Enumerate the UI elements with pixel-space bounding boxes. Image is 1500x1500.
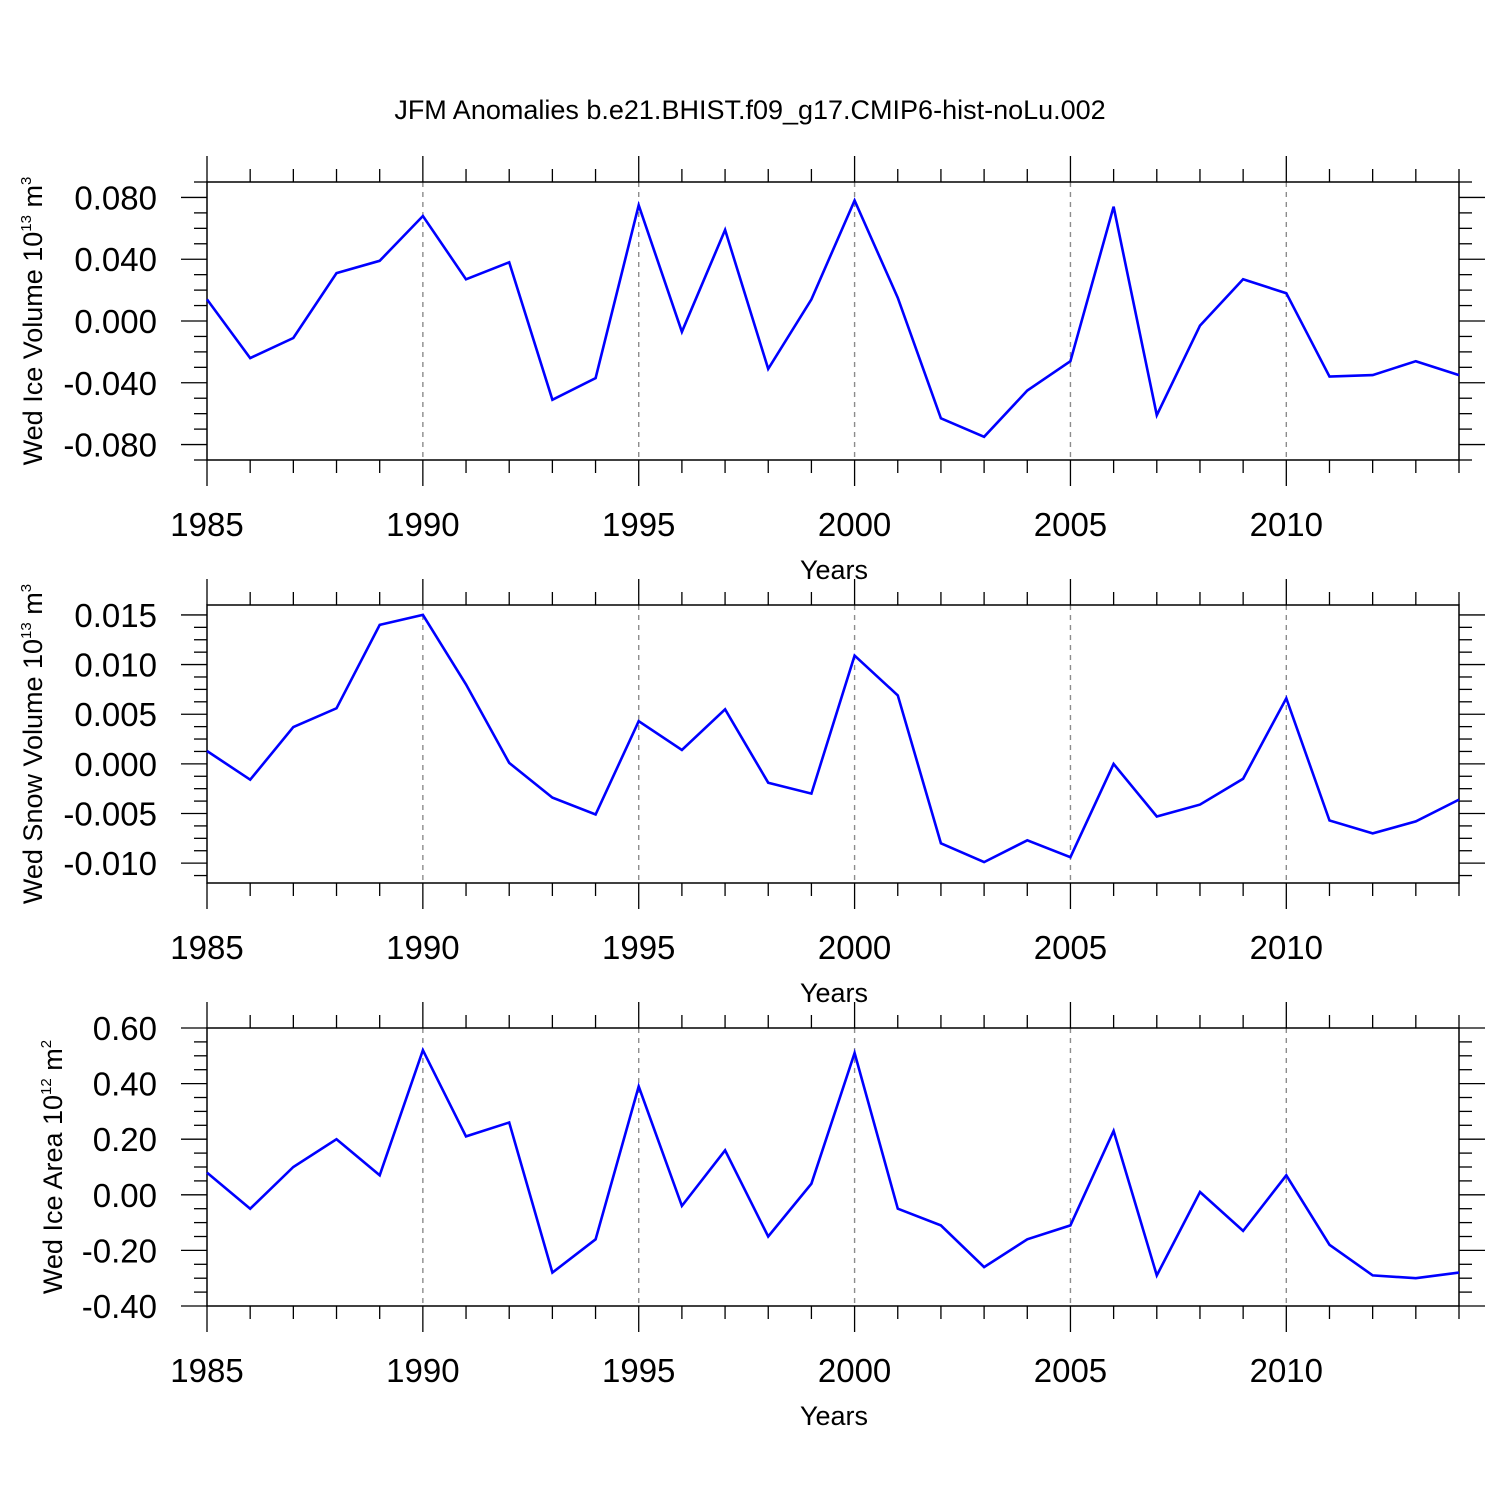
panel-3-xtick-label-1995: 1995	[602, 1352, 675, 1389]
panel-1-ylabel-part-0: Wed Ice Volume 10	[18, 232, 48, 466]
panel-1-ytick-label-0.040: 0.040	[74, 241, 157, 278]
panel-1-xtick-label-1995: 1995	[602, 506, 675, 543]
panel-2-ylabel-part-3: 3	[18, 584, 35, 592]
panel-3-ylabel-part-0: Wed Ice Area 10	[38, 1095, 68, 1294]
panel-3-xtick-label-2005: 2005	[1034, 1352, 1107, 1389]
panel-3-ylabel: Wed Ice Area 1012 m2	[38, 1040, 68, 1294]
panel-1-ytick-label-0.000: 0.000	[74, 303, 157, 340]
panel-1-xtick-label-2010: 2010	[1250, 506, 1323, 543]
panel-1-ytick-label--0.080: -0.080	[63, 427, 157, 464]
panel-2-xlabel: Years	[800, 978, 868, 1008]
panel-1-series-line	[205, 197, 1460, 439]
panel-2-ylabel-part-0: Wed Snow Volume 10	[18, 639, 48, 904]
panel-2-series-line	[206, 613, 1460, 864]
panel-2: 1985 1990 1995 2000 2005 2010 -0.010 -0.005 0.00…	[18, 579, 1485, 1008]
panel-3-ylabel-part-1: 12	[38, 1078, 55, 1095]
panel-2-ytick-label-0.005: 0.005	[74, 696, 157, 733]
panel-2-xtick-label-1995: 1995	[602, 929, 675, 966]
panel-1-ytick-label--0.040: -0.040	[63, 365, 157, 402]
figure-title: JFM Anomalies b.e21.BHIST.f09_g17.CMIP6-…	[394, 95, 1105, 125]
panel-2-frame	[206, 604, 1460, 884]
panel-3-ylabel-part-2: m	[38, 1048, 68, 1078]
panel-2-xtick-label-2000: 2000	[818, 929, 891, 966]
panel-2-ylabel: Wed Snow Volume 1013 m3	[18, 584, 48, 904]
panel-3-ytick-label-0.20: 0.20	[93, 1121, 157, 1158]
panel-1-ytick-label-0.080: 0.080	[74, 179, 157, 216]
panel-3: 1985 1990 1995 2000 2005 2010 -0.40 -0.20 0.00 0.…	[38, 1002, 1485, 1431]
panel-1-xtick-label-1990: 1990	[386, 506, 459, 543]
panel-3-xtick-label-1985: 1985	[170, 1352, 243, 1389]
panel-3-ytick-label-0.40: 0.40	[93, 1066, 157, 1103]
panel-2-xtick-label-2005: 2005	[1034, 929, 1107, 966]
panel-3-ytick-label-0.00: 0.00	[93, 1177, 157, 1214]
panel-2-ytick-label-0.010: 0.010	[74, 647, 157, 684]
panel-3-xtick-label-2000: 2000	[818, 1352, 891, 1389]
panel-2-ytick-label--0.005: -0.005	[63, 796, 157, 833]
panel-2-xtick-label-1985: 1985	[170, 929, 243, 966]
panel-1-xtick-label-1985: 1985	[170, 506, 243, 543]
panel-1-xtick-label-2000: 2000	[818, 506, 891, 543]
panel-1-ylabel-part-1: 13	[18, 215, 35, 232]
panel-3-xlabel: Years	[800, 1401, 868, 1431]
panel-1-ylabel-part-2: m	[18, 185, 48, 215]
panel-3-ylabel-part-3: 2	[38, 1040, 55, 1048]
panels: 1985 1990 1995 2000 2005 2010 -0.080 -0.040 0.00…	[18, 156, 1485, 1431]
panel-3-frame	[206, 1027, 1460, 1307]
panel-1-xlabel: Years	[800, 555, 868, 585]
panel-2-ytick-label-0.000: 0.000	[74, 746, 157, 783]
panel-2-xtick-label-1990: 1990	[386, 929, 459, 966]
panel-1-frame	[206, 181, 1460, 461]
panel-1-xtick-label-2005: 2005	[1034, 506, 1107, 543]
panel-3-ytick-label-0.60: 0.60	[93, 1010, 157, 1047]
panel-1: 1985 1990 1995 2000 2005 2010 -0.080 -0.040 0.00…	[18, 156, 1485, 585]
panel-2-ylabel-part-1: 13	[18, 622, 35, 639]
panel-2-xtick-label-2010: 2010	[1250, 929, 1323, 966]
panel-3-series-line	[206, 1046, 1460, 1280]
panel-3-xtick-label-1990: 1990	[386, 1352, 459, 1389]
panel-3-ytick-label--0.40: -0.40	[82, 1288, 157, 1325]
panel-1-ylabel: Wed Ice Volume 1013 m3	[18, 177, 48, 466]
panel-2-ytick-label-0.015: 0.015	[74, 597, 157, 634]
panel-3-xtick-label-2010: 2010	[1250, 1352, 1323, 1389]
panel-2-ylabel-part-2: m	[18, 592, 48, 622]
panel-1-ylabel-part-3: 3	[18, 177, 35, 185]
panel-2-ytick-label--0.010: -0.010	[63, 845, 157, 882]
panel-3-ytick-label--0.20: -0.20	[82, 1232, 157, 1269]
